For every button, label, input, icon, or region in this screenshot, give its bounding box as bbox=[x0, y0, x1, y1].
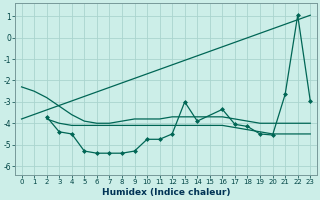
X-axis label: Humidex (Indice chaleur): Humidex (Indice chaleur) bbox=[102, 188, 230, 197]
